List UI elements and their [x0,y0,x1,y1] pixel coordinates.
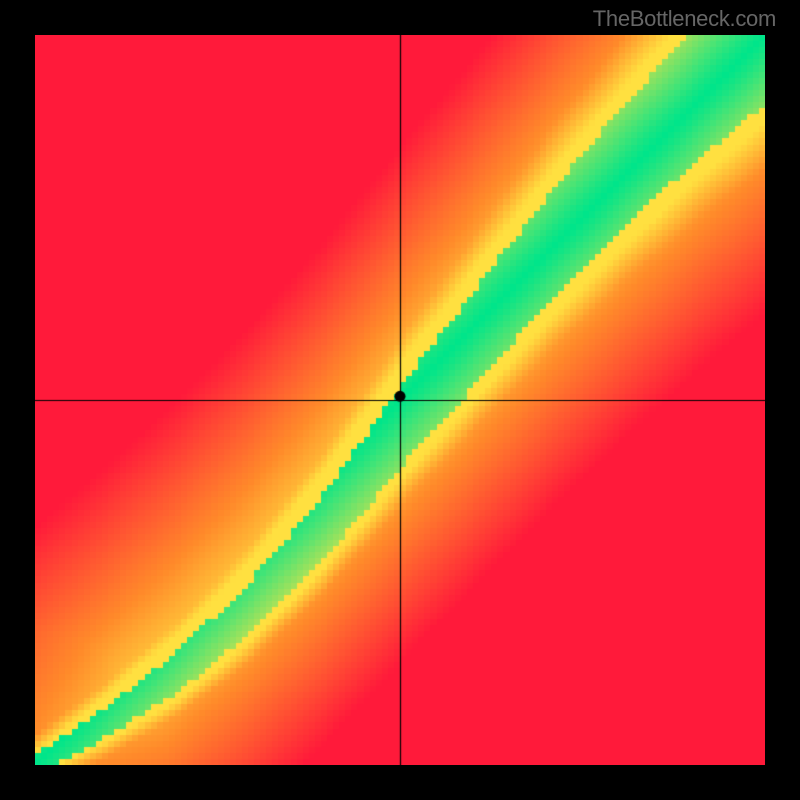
heatmap-canvas [35,35,765,765]
watermark-text: TheBottleneck.com [593,6,776,32]
chart-container: TheBottleneck.com [0,0,800,800]
